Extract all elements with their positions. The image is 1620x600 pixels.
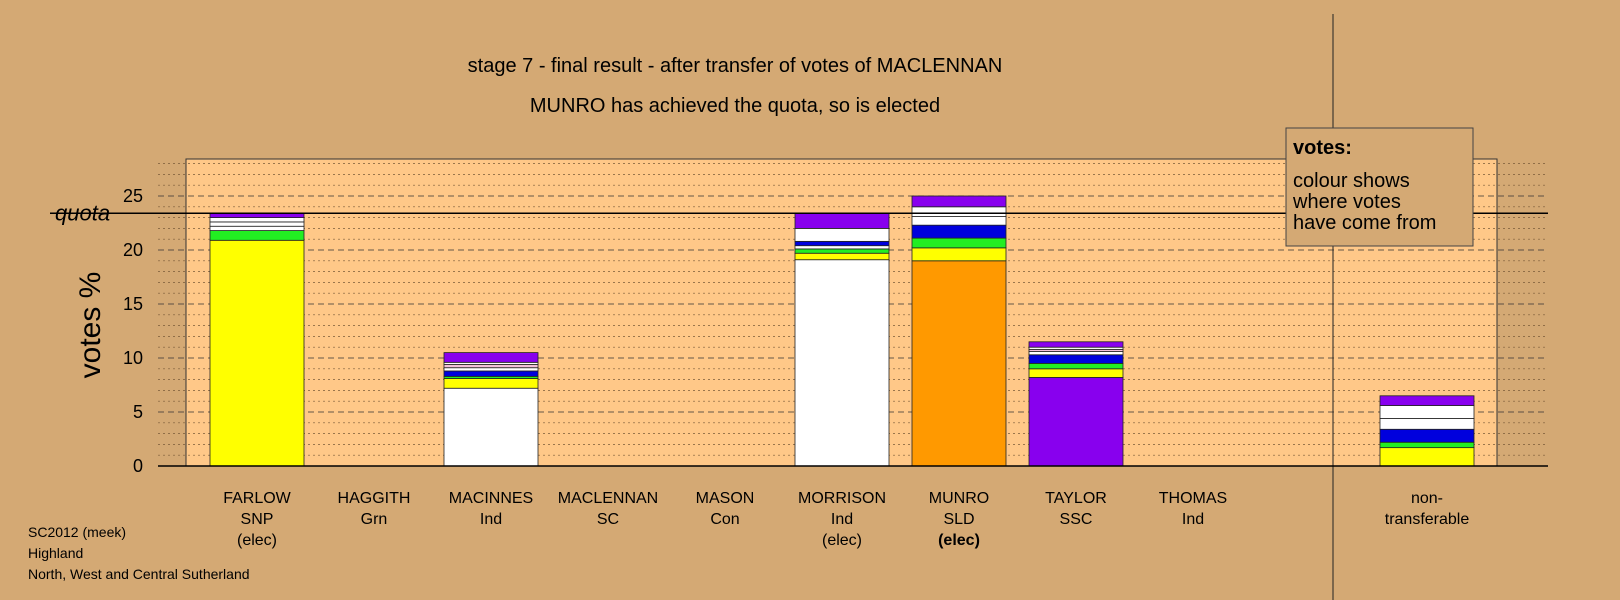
- bar-segment-farlow-ind: [209, 217, 305, 223]
- candidate-name: MACLENNAN: [558, 490, 658, 507]
- bar-segment-macinnes-snp: [443, 378, 539, 389]
- bar-segment-munro-ind: [911, 206, 1007, 217]
- bar-segment-nontransferable-snp: [1379, 447, 1475, 467]
- bar-segment-farlow-ind: [209, 225, 305, 231]
- chart-subtitle: MUNRO has achieved the quota, so is elec…: [530, 95, 940, 117]
- candidate-name: MUNRO: [929, 490, 989, 507]
- legend-box: [1285, 127, 1474, 247]
- bar-segment-farlow-snp: [209, 239, 305, 467]
- footer-line-3: North, West and Central Sutherland: [28, 566, 250, 582]
- candidate-status: (elec): [822, 532, 862, 549]
- candidate-party: Ind: [831, 511, 853, 528]
- candidate-name: THOMAS: [1159, 490, 1227, 507]
- bar-segment-macinnes-ssc: [443, 352, 539, 363]
- candidate-name: MACINNES: [449, 490, 533, 507]
- bar-segment-morrison-ind: [794, 259, 890, 467]
- bar-segment-munro-ind: [911, 216, 1007, 226]
- nontransferable-label: non-: [1411, 490, 1443, 507]
- bar-segment-nontransferable-sc: [1379, 428, 1475, 443]
- bar-segment-taylor-grn: [1028, 362, 1124, 370]
- candidate-party: Con: [710, 511, 739, 528]
- chart-title: stage 7 - final result - after transfer …: [468, 55, 1003, 77]
- bars-group: [209, 195, 1475, 467]
- bar-segment-taylor-snp: [1028, 368, 1124, 378]
- nontransferable-label: transferable: [1385, 511, 1470, 528]
- bar-segment-macinnes-ind: [443, 367, 539, 372]
- candidate-name: MASON: [696, 490, 755, 507]
- bar-segment-morrison-grn: [794, 248, 890, 254]
- candidate-name: FARLOW: [223, 490, 291, 507]
- bar-segment-munro-sc: [911, 224, 1007, 239]
- candidate-labels: FARLOW SNP (elec) HAGGITH Grn MACINNES Ind MACL…: [223, 490, 1469, 549]
- footer-line-2: Highland: [28, 545, 83, 561]
- bar-segment-morrison-snp: [794, 252, 890, 261]
- y-axis-label: votes %: [74, 272, 107, 379]
- bar-segment-taylor-ssc: [1028, 377, 1124, 467]
- legend-title: votes:: [1293, 137, 1352, 159]
- candidate-name: HAGGITH: [338, 490, 411, 507]
- bar-segment-morrison-sc: [794, 240, 890, 247]
- bar-segment-nontransferable-ind: [1379, 418, 1475, 430]
- bar-segment-taylor-ssc: [1028, 341, 1124, 348]
- bar-segment-nontransferable-grn: [1379, 441, 1475, 449]
- legend: votes: colour shows where votes have com…: [1285, 127, 1474, 247]
- bar-segment-munro-snp: [911, 247, 1007, 262]
- candidate-status: (elec): [237, 532, 277, 549]
- bar-segment-farlow-ind: [209, 221, 305, 227]
- bar-segment-morrison-ind: [794, 227, 890, 242]
- y-tick-labels: 0 5 10 15 20 25: [123, 186, 143, 476]
- legend-line-2: where votes: [1292, 191, 1401, 213]
- y-tick-label: 25: [123, 186, 143, 206]
- bar-segment-munro-sld: [911, 260, 1007, 467]
- bar-segment-munro-ssc: [911, 195, 1007, 208]
- candidate-party: SNP: [241, 511, 274, 528]
- bar-segment-farlow-grn: [209, 230, 305, 241]
- y-tick-label: 20: [123, 240, 143, 260]
- candidate-party: SLD: [943, 511, 974, 528]
- bar-segment-morrison-ssc: [794, 212, 890, 229]
- candidate-party: Ind: [1182, 511, 1204, 528]
- bar-segment-macinnes-ind: [443, 387, 539, 467]
- candidate-status: (elec): [938, 532, 980, 549]
- candidate-name: MORRISON: [798, 490, 886, 507]
- candidate-name: TAYLOR: [1045, 490, 1107, 507]
- bar-segment-taylor-sc: [1028, 354, 1124, 364]
- y-tick-label: 15: [123, 294, 143, 314]
- y-tick-label: 5: [133, 402, 143, 422]
- footer-line-1: SC2012 (meek): [28, 524, 126, 540]
- bar-segment-macinnes-pink: [443, 364, 539, 369]
- candidate-party: SC: [597, 511, 619, 528]
- bar-segment-nontransferable-ssc: [1379, 395, 1475, 406]
- y-tick-label: 10: [123, 348, 143, 368]
- quota-label: quota: [55, 200, 110, 225]
- bar-segment-nontransferable-ind: [1379, 405, 1475, 419]
- candidate-party: Ind: [480, 511, 502, 528]
- bar-segment-macinnes-sc: [443, 370, 539, 377]
- bar-segment-munro-grn: [911, 237, 1007, 249]
- y-tick-label: 0: [133, 456, 143, 476]
- bar-segment-morrison-ind: [794, 245, 890, 250]
- candidate-party: SSC: [1060, 511, 1093, 528]
- legend-line-1: colour shows: [1293, 170, 1410, 192]
- legend-line-3: have come from: [1293, 212, 1436, 234]
- candidate-party: Grn: [361, 511, 388, 528]
- bar-segment-taylor-ind: [1028, 351, 1124, 356]
